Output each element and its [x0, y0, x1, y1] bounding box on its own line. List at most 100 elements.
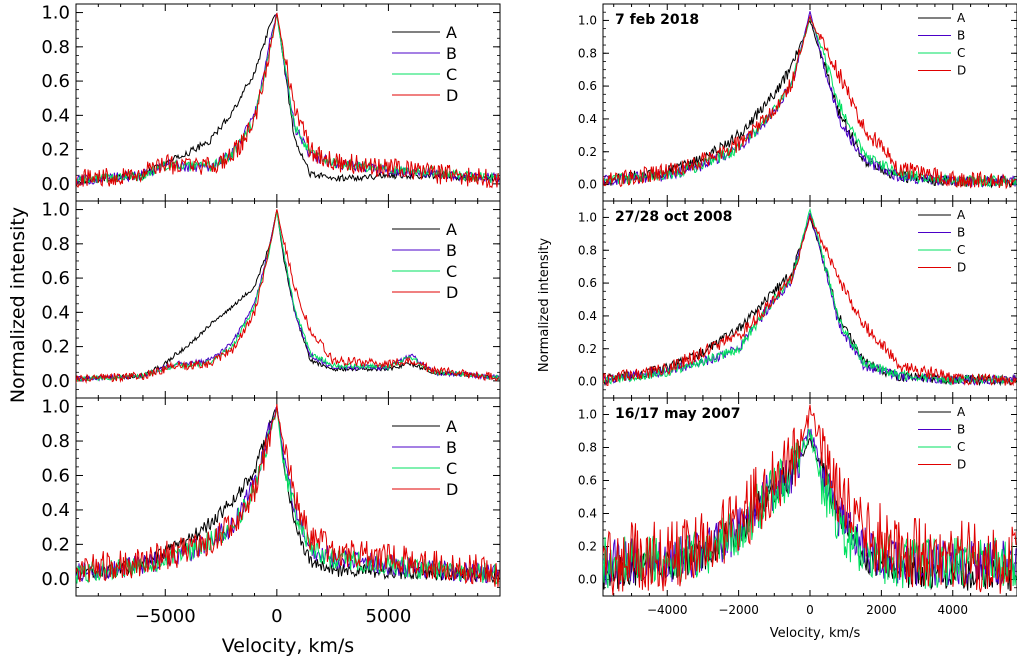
y-tick-label: 0.4 — [41, 105, 70, 126]
y-tick-label: 0.6 — [578, 79, 597, 93]
y-tick-label: 0.8 — [41, 234, 70, 255]
panel-frame — [602, 200, 1017, 399]
legend-label-B: B — [957, 226, 965, 240]
series-line-B — [76, 209, 500, 382]
series-line-D — [603, 214, 1017, 387]
y-tick-label: 0.2 — [41, 140, 70, 161]
y-tick-label: 1.0 — [578, 13, 597, 27]
y-tick-label: 0.2 — [41, 337, 70, 358]
series-line-C — [603, 207, 1017, 386]
y-tick-label: 0.6 — [578, 474, 597, 488]
series-line-A — [76, 12, 500, 185]
legend-label-D: D — [957, 458, 966, 472]
x-tick-label: −5000 — [135, 606, 196, 627]
y-tick-label: 0.4 — [578, 112, 597, 126]
y-tick-label: 0.2 — [578, 342, 597, 356]
x-tick-label: 5000 — [366, 606, 412, 627]
legend-label-A: A — [446, 220, 457, 239]
legend-label-C: C — [957, 440, 965, 454]
series-line-B — [603, 212, 1017, 386]
series-line-D — [603, 404, 1017, 596]
y-tick-label: 0.2 — [578, 540, 597, 554]
legend-label-B: B — [957, 423, 965, 437]
panel-frame — [75, 200, 501, 399]
panel-date-label: 27/28 oct 2008 — [615, 209, 732, 225]
y-tick-label: 0.8 — [578, 441, 597, 455]
y-tick-label: 0.8 — [578, 243, 597, 257]
y-tick-label: 0.2 — [41, 534, 70, 555]
x-tick-label: −4000 — [647, 603, 688, 617]
legend-label-B: B — [446, 44, 457, 63]
y-tick-label: 0.0 — [578, 375, 597, 389]
legend-label-B: B — [446, 241, 457, 260]
series-line-C — [603, 16, 1017, 188]
legend-label-B: B — [957, 29, 965, 43]
series-line-C — [603, 428, 1017, 589]
y-tick-label: 0.6 — [41, 268, 70, 289]
y-tick-label: 0.0 — [41, 569, 70, 590]
legend-label-A: A — [957, 405, 966, 419]
legend-label-C: C — [446, 459, 457, 478]
legend-label-D: D — [957, 261, 966, 275]
y-tick-label: 0.2 — [578, 145, 597, 159]
series-line-C — [76, 409, 500, 585]
series-line-D — [76, 209, 500, 384]
left-x-axis-title: Velocity, km/s — [222, 635, 354, 657]
series-line-D — [603, 14, 1017, 190]
series-line-A — [76, 407, 500, 584]
legend-label-C: C — [957, 243, 965, 257]
y-tick-label: 0.6 — [41, 465, 70, 486]
right-y-axis-title: Normalized intensity — [537, 238, 552, 373]
x-tick-label: 2000 — [866, 603, 897, 617]
y-tick-label: 1.0 — [578, 408, 597, 422]
legend-label-A: A — [446, 417, 457, 436]
y-tick-label: 0.6 — [578, 276, 597, 290]
y-tick-label: 0.4 — [41, 500, 70, 521]
legend-label-A: A — [957, 208, 966, 222]
y-tick-label: 1.0 — [41, 200, 70, 221]
panel-date-label: 7 feb 2018 — [615, 12, 699, 28]
y-tick-label: 0.4 — [41, 302, 70, 323]
legend-label-C: C — [957, 46, 965, 60]
right-x-axis-title: Velocity, km/s — [770, 626, 861, 641]
series-line-D — [76, 404, 500, 588]
panel-frame — [75, 397, 501, 597]
legend-label-D: D — [446, 86, 458, 105]
legend-label-D: D — [957, 64, 966, 78]
y-tick-label: 0.8 — [41, 37, 70, 58]
legend-label-C: C — [446, 65, 457, 84]
legend-label-C: C — [446, 262, 457, 281]
panel-date-label: 16/17 may 2007 — [615, 406, 741, 422]
y-tick-label: 0.4 — [578, 309, 597, 323]
x-tick-label: 0 — [806, 603, 814, 617]
x-tick-label: 0 — [271, 606, 282, 627]
y-tick-label: 0.8 — [41, 431, 70, 452]
series-line-C — [76, 14, 500, 184]
series-line-A — [603, 19, 1017, 189]
series-line-A — [603, 216, 1017, 387]
legend-label-B: B — [446, 438, 457, 457]
y-tick-label: 1.0 — [41, 3, 70, 24]
panel-right-bottom: 0.0 0.2 0.4 0.6 0.8 1.0 −4000 −2000 0 2000 4000 ABC… — [578, 397, 1017, 617]
series-line-B — [76, 12, 500, 185]
series-line-B — [76, 405, 500, 584]
series-line-D — [76, 12, 500, 189]
legend-label-D: D — [446, 480, 458, 499]
x-tick-label: −2000 — [718, 603, 759, 617]
legend-label-D: D — [446, 283, 458, 302]
legend-label-A: A — [446, 23, 457, 42]
series-line-B — [603, 11, 1017, 188]
y-tick-label: 0.4 — [578, 507, 597, 521]
y-tick-label: 0.0 — [578, 178, 597, 192]
y-tick-label: 0.8 — [578, 46, 597, 60]
series-line-A — [76, 210, 500, 382]
y-tick-label: 0.0 — [578, 573, 597, 587]
y-tick-label: 1.0 — [578, 210, 597, 224]
y-tick-label: 1.0 — [41, 397, 70, 418]
